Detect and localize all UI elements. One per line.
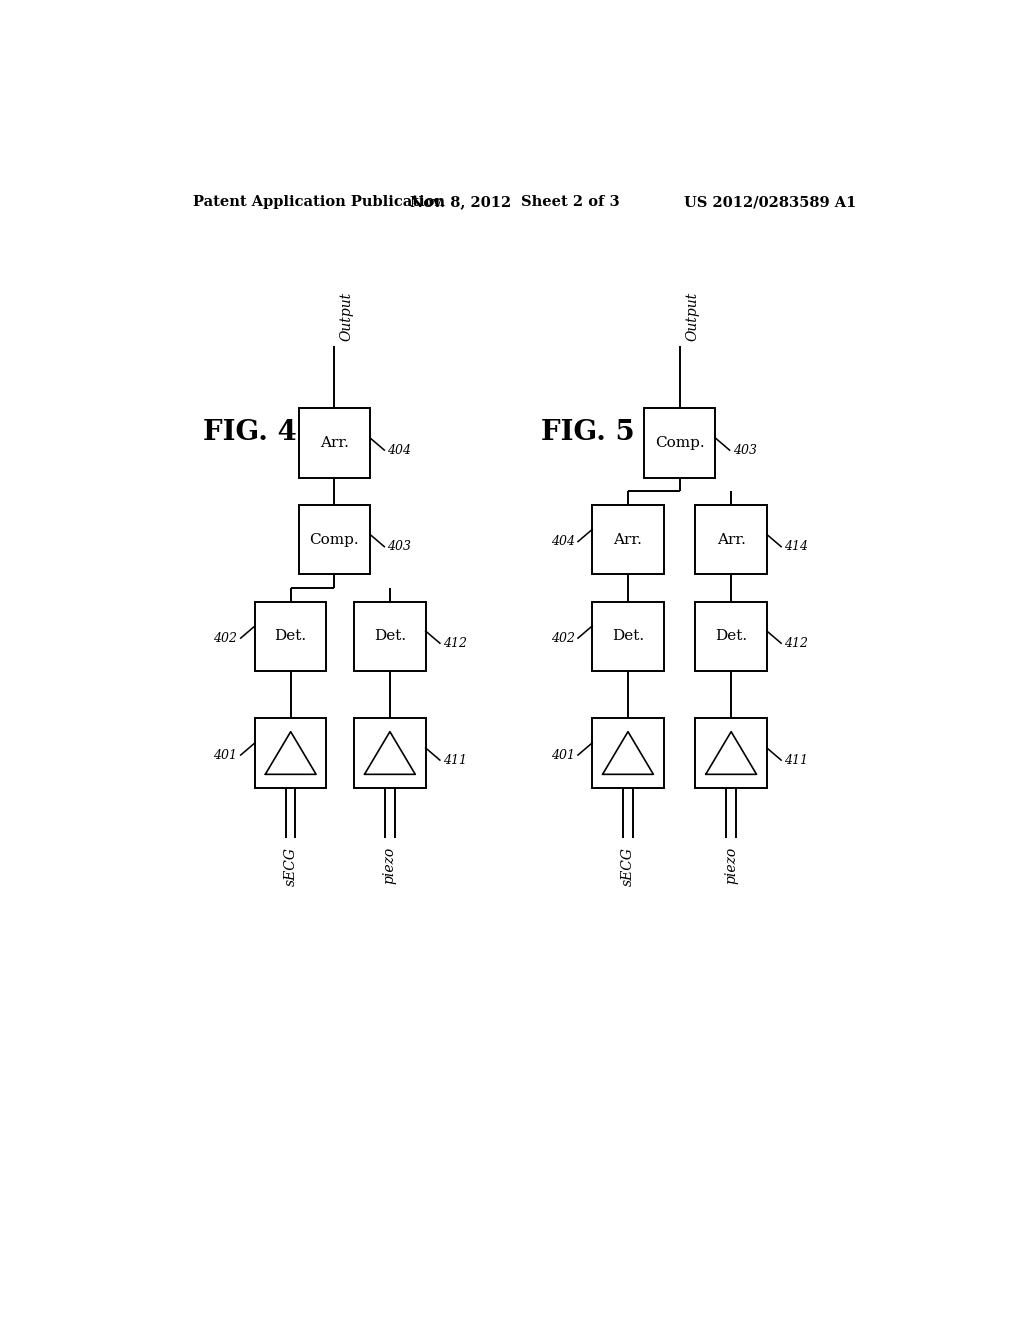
Text: 412: 412: [443, 636, 467, 649]
Text: Arr.: Arr.: [319, 436, 349, 450]
Text: Det.: Det.: [715, 630, 748, 643]
Bar: [695, 718, 767, 788]
Text: Nov. 8, 2012: Nov. 8, 2012: [410, 195, 511, 209]
Text: 411: 411: [784, 754, 808, 767]
Text: Output: Output: [340, 292, 354, 342]
Bar: [592, 602, 664, 671]
Text: US 2012/0283589 A1: US 2012/0283589 A1: [684, 195, 856, 209]
Text: 404: 404: [551, 535, 574, 548]
Text: sECG: sECG: [621, 846, 635, 886]
Text: Comp.: Comp.: [654, 436, 705, 450]
Text: 414: 414: [784, 540, 808, 553]
Bar: [354, 718, 426, 788]
Text: Det.: Det.: [374, 630, 406, 643]
Text: piezo: piezo: [724, 846, 738, 884]
Text: 411: 411: [443, 754, 467, 767]
Text: Det.: Det.: [612, 630, 644, 643]
Text: FIG. 5: FIG. 5: [541, 420, 635, 446]
Text: 403: 403: [733, 444, 757, 457]
Bar: [299, 506, 370, 574]
Text: Output: Output: [685, 292, 699, 342]
Bar: [644, 408, 715, 478]
Text: 401: 401: [551, 748, 574, 762]
Text: sECG: sECG: [284, 846, 298, 886]
Text: Det.: Det.: [274, 630, 307, 643]
Text: Patent Application Publication: Patent Application Publication: [194, 195, 445, 209]
Text: 402: 402: [214, 632, 238, 644]
Bar: [255, 602, 327, 671]
Bar: [592, 718, 664, 788]
Text: 403: 403: [387, 540, 412, 553]
Bar: [299, 408, 370, 478]
Bar: [695, 602, 767, 671]
Text: Arr.: Arr.: [613, 532, 642, 546]
Bar: [592, 506, 664, 574]
Text: piezo: piezo: [383, 846, 397, 884]
Text: 404: 404: [387, 444, 412, 457]
Text: Arr.: Arr.: [717, 532, 745, 546]
Text: 401: 401: [214, 748, 238, 762]
Text: Comp.: Comp.: [309, 532, 359, 546]
Text: 412: 412: [784, 636, 808, 649]
Bar: [255, 718, 327, 788]
Text: Sheet 2 of 3: Sheet 2 of 3: [521, 195, 620, 209]
Text: FIG. 4: FIG. 4: [204, 420, 297, 446]
Text: 402: 402: [551, 632, 574, 644]
Bar: [354, 602, 426, 671]
Bar: [695, 506, 767, 574]
